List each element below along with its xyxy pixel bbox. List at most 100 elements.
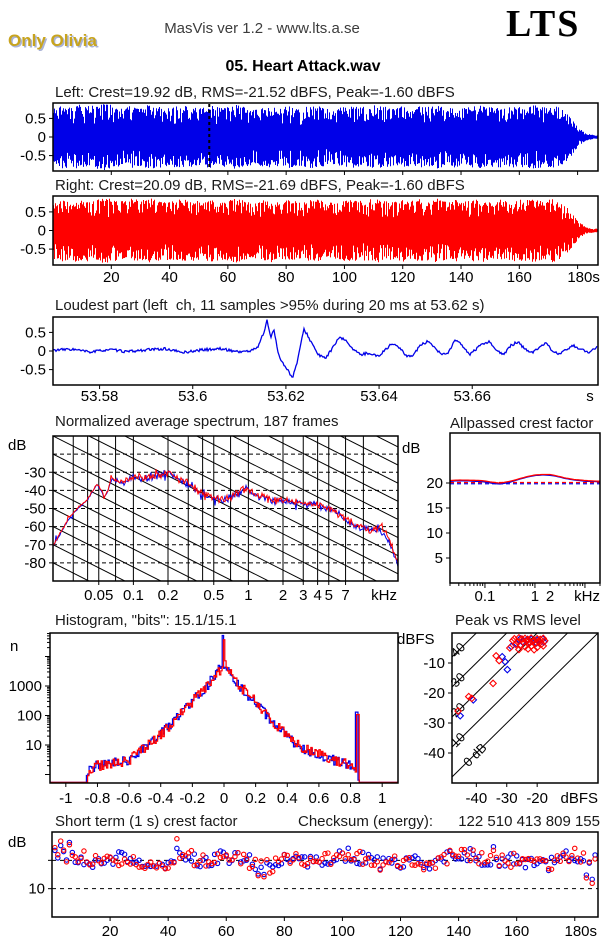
svg-text:30: 30 (447, 669, 468, 690)
svg-text:10: 10 (447, 729, 468, 750)
svg-text:20: 20 (103, 269, 120, 286)
svg-text:53.62: 53.62 (267, 388, 305, 405)
svg-text:kHz: kHz (574, 588, 600, 605)
svg-text:-30: -30 (423, 715, 445, 732)
svg-text:80: 80 (276, 923, 293, 940)
svg-text:0: 0 (38, 223, 46, 240)
peak-rms-ylabel: dBFS (397, 631, 435, 648)
svg-text:15: 15 (426, 500, 443, 517)
svg-text:60: 60 (220, 269, 237, 286)
svg-text:1: 1 (531, 588, 539, 605)
svg-text:5: 5 (325, 587, 333, 604)
svg-text:0.05: 0.05 (84, 587, 113, 604)
allpassed-ylabel: dB (402, 440, 421, 457)
svg-text:0.4: 0.4 (277, 790, 298, 807)
svg-text:-0.8: -0.8 (85, 790, 111, 807)
lts-logo: LTS (506, 3, 581, 45)
svg-text:-1: -1 (59, 790, 72, 807)
svg-text:-0.4: -0.4 (148, 790, 174, 807)
histogram-ylabel: n (10, 638, 19, 655)
svg-text:-30: -30 (24, 464, 46, 481)
svg-text:4: 4 (313, 587, 321, 604)
svg-text:180s: 180s (565, 923, 598, 940)
svg-text:120: 120 (388, 923, 413, 940)
svg-text:10: 10 (28, 881, 45, 898)
svg-text:kHz: kHz (371, 587, 397, 604)
svg-text:40: 40 (160, 923, 177, 940)
spectrum-title: Normalized average spectrum, 187 frames (55, 413, 339, 430)
svg-text:60: 60 (218, 923, 235, 940)
svg-text:20: 20 (102, 923, 119, 940)
short-term-ylabel: dB (8, 834, 27, 851)
svg-text:0: 0 (220, 790, 228, 807)
svg-text:0.5: 0.5 (203, 587, 224, 604)
svg-text:-0.2: -0.2 (179, 790, 205, 807)
svg-text:1000: 1000 (9, 678, 42, 695)
svg-text:2: 2 (279, 587, 287, 604)
svg-text:100: 100 (17, 708, 42, 725)
svg-text:5: 5 (435, 550, 443, 567)
svg-text:-30: -30 (496, 790, 518, 807)
svg-text:-20: -20 (423, 685, 445, 702)
svg-text:100: 100 (332, 269, 357, 286)
svg-text:0.8: 0.8 (340, 790, 361, 807)
svg-text:-0.5: -0.5 (20, 148, 46, 165)
svg-text:53.66: 53.66 (453, 388, 491, 405)
svg-text:-0.5: -0.5 (20, 241, 46, 258)
histogram-title: Histogram, "bits": 15.1/15.1 (55, 612, 237, 629)
app-version-label: MasVis ver 1.2 - www.lts.a.se (164, 20, 360, 37)
svg-text:0.1: 0.1 (123, 587, 144, 604)
svg-text:0: 0 (38, 343, 46, 360)
svg-text:53.6: 53.6 (178, 388, 207, 405)
svg-text:0.5: 0.5 (25, 204, 46, 221)
svg-text:-10: -10 (423, 655, 445, 672)
svg-text:180s: 180s (567, 269, 600, 286)
wave-left-title: Left: Crest=19.92 dB, RMS=-21.52 dBFS, P… (55, 84, 455, 101)
svg-text:53.64: 53.64 (360, 388, 398, 405)
short-term-title: Short term (1 s) crest factor (55, 813, 238, 830)
svg-text:120: 120 (390, 269, 415, 286)
svg-text:7: 7 (341, 587, 349, 604)
svg-text:2: 2 (546, 588, 554, 605)
svg-text:80: 80 (278, 269, 295, 286)
svg-text:-50: -50 (24, 501, 46, 518)
svg-text:10: 10 (25, 737, 42, 754)
svg-text:53.58: 53.58 (81, 388, 119, 405)
song-title: 05. Heart Attack.wav (225, 58, 381, 75)
svg-text:-20: -20 (526, 790, 548, 807)
svg-text:-60: -60 (24, 519, 46, 536)
svg-text:1: 1 (244, 587, 252, 604)
loudest-part-title: Loudest part (left ch, 11 samples >95% d… (55, 297, 485, 314)
svg-text:0.5: 0.5 (25, 110, 46, 127)
svg-text:160: 160 (507, 269, 532, 286)
svg-text:0.6: 0.6 (308, 790, 329, 807)
svg-text:0.1: 0.1 (475, 588, 496, 605)
svg-text:1: 1 (378, 790, 386, 807)
spectrum-ylabel: dB (8, 437, 27, 454)
wave-right-title: Right: Crest=20.09 dB, RMS=-21.69 dBFS, … (55, 177, 465, 194)
svg-text:40: 40 (161, 269, 178, 286)
svg-text:10: 10 (426, 525, 443, 542)
checksum-label: Checksum (energy): (298, 813, 434, 830)
checksum-value: 122 510 413 809 155 (458, 813, 600, 830)
svg-text:-40: -40 (423, 745, 445, 762)
svg-text:s: s (586, 388, 594, 405)
svg-text:140: 140 (449, 269, 474, 286)
allpassed-title: Allpassed crest factor (450, 415, 594, 432)
svg-text:0: 0 (38, 129, 46, 146)
svg-text:20: 20 (426, 475, 443, 492)
svg-text:3: 3 (299, 587, 307, 604)
svg-text:40: 40 (447, 639, 468, 660)
svg-text:-0.6: -0.6 (116, 790, 142, 807)
svg-text:-40: -40 (24, 482, 46, 499)
peak-rms-title: Peak vs RMS level (455, 612, 581, 629)
owner-label: Only Olivia (8, 31, 97, 50)
svg-text:-80: -80 (24, 555, 46, 572)
svg-text:0.5: 0.5 (25, 324, 46, 341)
svg-text:160: 160 (504, 923, 529, 940)
svg-text:dBFS: dBFS (560, 790, 598, 807)
svg-text:100: 100 (330, 923, 355, 940)
svg-text:-70: -70 (24, 537, 46, 554)
